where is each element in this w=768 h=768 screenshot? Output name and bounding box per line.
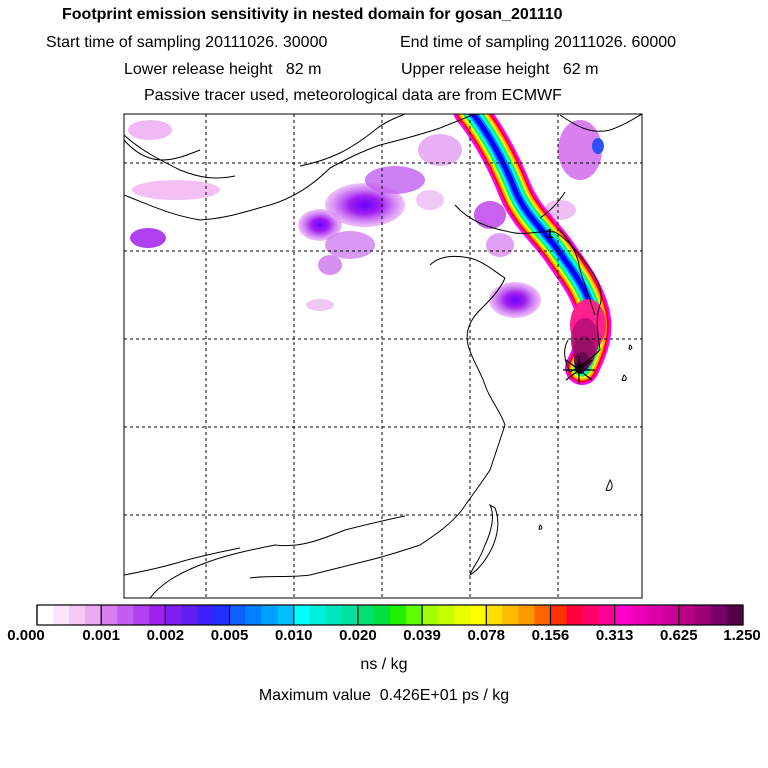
color-scale-swatch	[710, 605, 728, 625]
color-scale-swatch	[422, 605, 439, 625]
color-scale-swatch	[197, 605, 214, 625]
receptor-marker	[563, 356, 595, 384]
lat-lon-grid	[124, 114, 642, 598]
color-scale-label: 0.039	[403, 627, 441, 644]
color-scale-swatch	[470, 605, 487, 625]
color-scale-swatch	[261, 605, 278, 625]
color-scale-label: 0.005	[210, 627, 249, 644]
release-lower: Lower release height 82 m	[124, 61, 322, 78]
map-frame	[123, 113, 643, 599]
color-scale-swatch	[357, 605, 375, 625]
color-scale-label: 0.001	[82, 627, 120, 644]
coastlines	[124, 114, 642, 598]
color-scale-swatch	[406, 605, 423, 625]
color-scale-swatch	[309, 605, 327, 625]
release-upper: Upper release height 62 m	[401, 61, 599, 78]
color-scale-swatch	[582, 605, 599, 625]
color-scale-swatch	[229, 605, 246, 625]
color-scale-swatch	[662, 605, 680, 625]
color-scale-label: 0.002	[146, 627, 185, 644]
color-scale-swatch	[341, 605, 359, 625]
color-scale-swatch	[325, 605, 343, 625]
color-scale-swatch	[726, 605, 744, 625]
color-scale-swatch	[614, 605, 631, 625]
color-scale-label: 1.250	[723, 627, 761, 644]
color-scale-label: 0.010	[274, 627, 313, 644]
color-scale-swatch	[149, 605, 166, 625]
color-scale-swatch	[101, 605, 118, 625]
color-scale-swatch	[69, 605, 86, 625]
color-scale-frame	[36, 604, 744, 626]
color-scale-swatch	[566, 605, 583, 625]
color-scale-swatch	[293, 605, 311, 625]
color-scale-swatch	[694, 605, 712, 625]
scale-unit: ns / kg	[360, 656, 408, 673]
color-scale-swatch	[550, 605, 567, 625]
color-scale-swatch	[85, 605, 102, 625]
maximum-value: Maximum value 0.426E+01 ps / kg	[258, 687, 510, 704]
sensitivity-patches	[128, 120, 604, 318]
color-scale-swatch	[117, 605, 134, 625]
color-scale-swatch	[598, 605, 615, 625]
color-scale-swatch	[37, 605, 54, 625]
sampling-start: Start time of sampling 20111026. 30000	[46, 34, 328, 51]
color-scale-swatch	[502, 605, 519, 625]
map-area	[124, 114, 642, 598]
color-scale-swatch	[646, 605, 664, 625]
color-scale-label: 0.156	[531, 627, 570, 644]
plume-trajectory	[453, 114, 612, 385]
color-scale-swatch	[165, 605, 182, 625]
model-note: Passive tracer used, meteorological data…	[144, 87, 562, 104]
color-scale-label: 0.313	[595, 627, 634, 644]
color-scale-swatch	[630, 605, 648, 625]
color-scale-swatch	[373, 605, 391, 625]
color-scale-label: 0.625	[660, 627, 698, 644]
plot-title: Footprint emission sensitivity in nested…	[62, 6, 563, 23]
color-scale-bar	[36, 605, 744, 625]
sampling-end: End time of sampling 20111026. 60000	[400, 34, 677, 51]
color-scale-label: 0.078	[467, 627, 506, 644]
color-scale-swatch	[213, 605, 230, 625]
color-scale-swatch	[518, 605, 535, 625]
color-scale-label: 0.020	[339, 627, 377, 644]
color-scale-label: 0.000	[7, 627, 45, 644]
color-scale-swatch	[534, 605, 551, 625]
color-scale-swatch	[181, 605, 198, 625]
color-scale-swatch	[486, 605, 503, 625]
color-scale-swatch	[53, 605, 70, 625]
color-scale-swatch	[678, 605, 696, 625]
color-scale-swatch	[277, 605, 295, 625]
color-scale-swatch	[245, 605, 262, 625]
color-scale-swatch	[133, 605, 150, 625]
point-label: 1	[546, 226, 553, 241]
color-scale-swatch	[438, 605, 455, 625]
color-scale-swatch	[390, 605, 407, 625]
color-scale-swatch	[454, 605, 471, 625]
